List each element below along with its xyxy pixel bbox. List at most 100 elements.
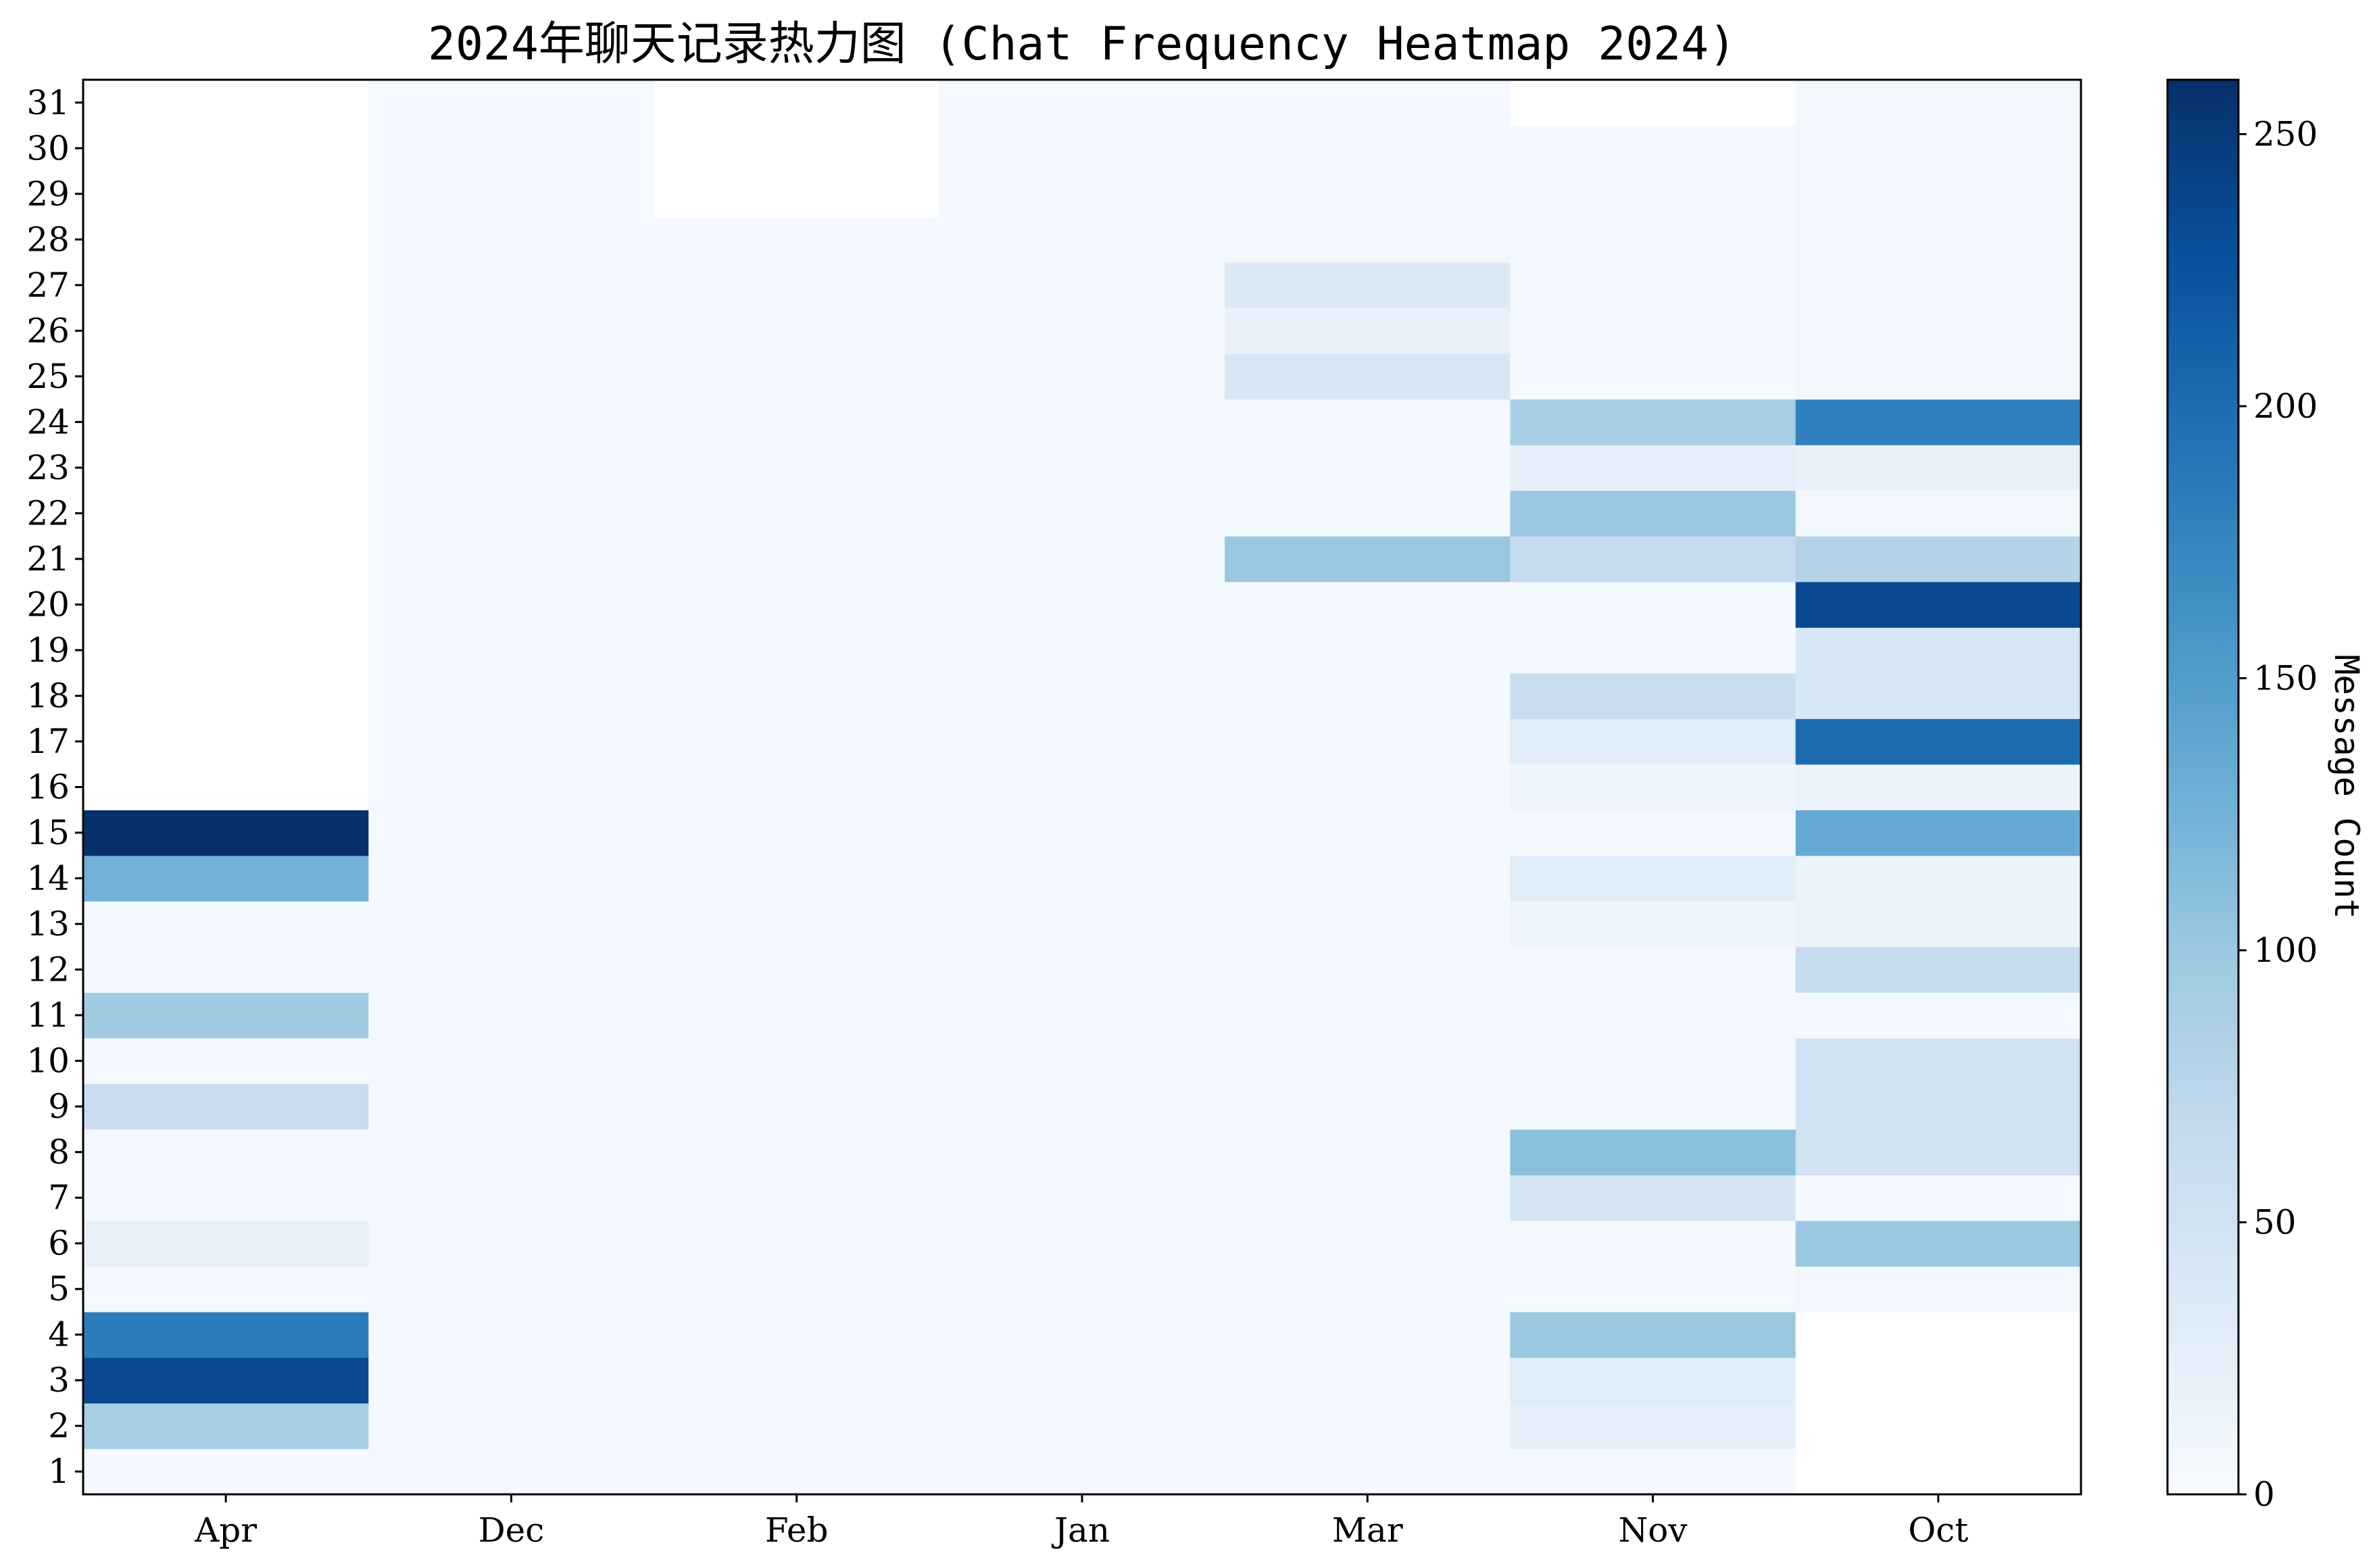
heatmap-cell	[939, 1037, 1225, 1084]
heatmap-cell	[1795, 1129, 2082, 1175]
heatmap-cell	[1225, 1402, 1511, 1450]
heatmap-cell	[939, 171, 1225, 218]
y-tick-label: 15	[26, 813, 70, 852]
heatmap-cell	[83, 764, 369, 810]
heatmap-cell	[1795, 445, 2082, 491]
heatmap-cell	[654, 1311, 940, 1358]
heatmap-cell	[1510, 1266, 1796, 1313]
heatmap-cell	[1510, 901, 1796, 948]
heatmap-cell	[939, 216, 1225, 263]
heatmap-cell	[1510, 1220, 1796, 1267]
y-tick-label: 13	[26, 904, 70, 944]
heatmap-cell	[83, 627, 369, 674]
y-tick-label: 25	[26, 357, 70, 396]
colorbar-ticks: 0 50 100 150 200 250	[2238, 115, 2318, 1514]
heatmap-cell	[83, 399, 369, 445]
y-tick-label: 23	[26, 448, 70, 487]
heatmap-cell	[654, 901, 940, 948]
colorbar-tick-label: 150	[2253, 659, 2318, 698]
y-tick-label: 6	[48, 1224, 70, 1263]
y-tick-label: 31	[26, 83, 70, 122]
heatmap-cell	[939, 399, 1225, 445]
heatmap-cell	[939, 1266, 1225, 1313]
heatmap-cell	[1795, 672, 2082, 719]
heatmap-cell	[368, 1357, 655, 1404]
x-tick-label: Jan	[1051, 1511, 1110, 1550]
y-tick-label: 20	[26, 585, 70, 624]
x-axis: Apr Dec Feb Jan Mar Nov Oct	[194, 1494, 1968, 1550]
y-tick-label: 2	[48, 1406, 70, 1446]
heatmap-cell	[83, 581, 369, 628]
heatmap-cell	[654, 216, 940, 263]
heatmap-cell	[1510, 80, 1796, 126]
heatmap-cell	[83, 1175, 369, 1221]
heatmap-cell	[368, 490, 655, 537]
heatmap-cell	[83, 1129, 369, 1175]
heatmap-cell	[368, 946, 655, 993]
heatmap-cell	[939, 262, 1225, 309]
heatmap-cell	[368, 536, 655, 583]
y-tick-label: 16	[26, 768, 70, 807]
heatmap-cell	[1225, 901, 1511, 948]
y-tick-label: 7	[48, 1178, 70, 1217]
heatmap-cell	[1510, 627, 1796, 674]
heatmap-cell	[1795, 308, 2082, 354]
x-tick-label: Dec	[479, 1511, 545, 1550]
heatmap-cell	[939, 992, 1225, 1039]
heatmap-cell	[368, 810, 655, 856]
heatmap-cell	[1795, 80, 2082, 126]
heatmap-cell	[654, 1220, 940, 1267]
heatmap-cell	[1225, 1266, 1511, 1313]
heatmap-cell	[83, 1037, 369, 1084]
y-tick-label: 9	[48, 1087, 70, 1126]
heatmap-cell	[654, 1402, 940, 1450]
heatmap-cell	[1225, 308, 1511, 354]
heatmap-cell	[939, 627, 1225, 674]
heatmap-cell	[1510, 764, 1796, 810]
heatmap-cell	[939, 946, 1225, 993]
heatmap-cell	[368, 901, 655, 948]
heatmap-cell	[939, 490, 1225, 537]
y-tick-label: 24	[26, 402, 70, 441]
x-tick-label: Mar	[1332, 1511, 1403, 1550]
heatmap-cell	[654, 445, 940, 491]
colorbar-label: Message Count	[2327, 654, 2366, 918]
heatmap-cell	[83, 810, 369, 856]
heatmap-cell	[654, 1083, 940, 1130]
heatmap-cell	[939, 901, 1225, 948]
y-tick-label: 1	[48, 1452, 70, 1491]
heatmap-cell	[1795, 627, 2082, 674]
heatmap-cell	[368, 627, 655, 674]
heatmap-cell	[939, 1311, 1225, 1358]
heatmap-cell	[654, 627, 940, 674]
heatmap-cell	[1510, 810, 1796, 856]
heatmap-cell	[1225, 262, 1511, 309]
heatmap-cell	[654, 1129, 940, 1175]
heatmap-cell	[1225, 946, 1511, 993]
heatmap-cell	[1510, 216, 1796, 263]
heatmap-cell	[654, 171, 940, 218]
heatmap-cell	[1795, 855, 2082, 902]
heatmap-cell	[83, 1402, 369, 1450]
heatmap-cell	[939, 1220, 1225, 1267]
heatmap-cell	[939, 80, 1225, 126]
heatmap-cell	[1225, 764, 1511, 810]
heatmap-cell	[368, 718, 655, 765]
heatmap-cell	[368, 581, 655, 628]
colorbar-tick-label: 50	[2253, 1203, 2297, 1242]
heatmap-cell	[1225, 1129, 1511, 1175]
y-tick-label: 29	[26, 174, 70, 214]
y-tick-label: 3	[48, 1361, 70, 1400]
heatmap-cell	[1510, 1402, 1796, 1450]
heatmap-cell	[1510, 672, 1796, 719]
heatmap-cell	[654, 855, 940, 902]
heatmap-cell	[654, 946, 940, 993]
x-tick-label: Apr	[194, 1511, 257, 1550]
heatmap-cell	[1510, 1129, 1796, 1175]
heatmap-cell	[83, 80, 369, 126]
y-tick-label: 27	[26, 266, 70, 305]
heatmap-cell	[1795, 1083, 2082, 1130]
heatmap-cell	[1795, 1220, 2082, 1267]
heatmap-cell	[1795, 262, 2082, 309]
heatmap-cell	[939, 1129, 1225, 1175]
